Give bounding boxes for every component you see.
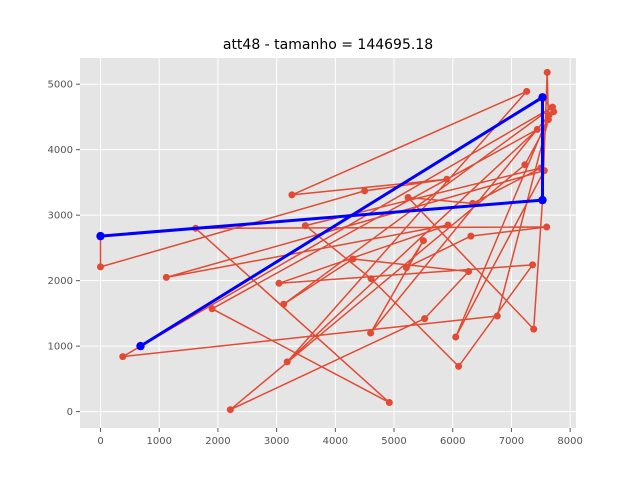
tour-series bbox=[97, 68, 558, 414]
city-point bbox=[419, 237, 427, 245]
city-point bbox=[523, 87, 531, 95]
city-point bbox=[301, 222, 309, 230]
x-tick-label: 5000 bbox=[381, 436, 406, 447]
y-tick-label: 2000 bbox=[48, 276, 73, 287]
x-tick-label: 8000 bbox=[557, 436, 582, 447]
city-point bbox=[97, 263, 104, 271]
highlight-point bbox=[538, 93, 547, 102]
city-point bbox=[493, 312, 501, 320]
y-tick-label: 5000 bbox=[48, 80, 73, 91]
x-tick-label: 1000 bbox=[147, 436, 172, 447]
city-point bbox=[226, 406, 234, 414]
x-tick-label: 0 bbox=[97, 436, 103, 447]
highlight-point bbox=[538, 195, 547, 205]
grid bbox=[80, 58, 576, 428]
city-point bbox=[349, 255, 357, 263]
x-tick-label: 7000 bbox=[499, 436, 524, 447]
x-tick-label: 3000 bbox=[264, 436, 289, 447]
city-point bbox=[402, 264, 410, 272]
series-layer bbox=[96, 68, 558, 414]
city-point bbox=[404, 194, 412, 201]
city-point bbox=[533, 125, 541, 133]
highlight-path-series bbox=[96, 93, 547, 351]
x-tick-label: 2000 bbox=[205, 436, 230, 447]
city-point bbox=[283, 358, 291, 366]
city-point bbox=[444, 221, 452, 229]
city-point bbox=[119, 353, 127, 361]
city-point bbox=[465, 268, 473, 275]
city-point bbox=[361, 187, 369, 195]
city-point bbox=[367, 329, 375, 337]
highlight-path-line bbox=[100, 95, 544, 348]
axis-ticks: 0 1000 2000 3000 4000 5000 6000 7000 8000 0 1000 20… bbox=[48, 80, 583, 447]
city-point bbox=[208, 305, 216, 313]
city-point bbox=[544, 116, 552, 124]
city-point bbox=[543, 68, 551, 76]
city-point bbox=[162, 273, 170, 281]
highlight-point bbox=[136, 341, 145, 351]
y-tick-label: 1000 bbox=[48, 342, 73, 353]
city-point bbox=[529, 261, 537, 269]
city-point bbox=[280, 300, 288, 308]
city-point bbox=[385, 399, 393, 406]
y-tick-label: 3000 bbox=[48, 211, 73, 222]
city-point bbox=[367, 275, 375, 283]
chart-title: att48 - tamanho = 144695.18 bbox=[223, 37, 433, 53]
x-tick-label: 6000 bbox=[440, 436, 465, 447]
city-point bbox=[452, 333, 460, 341]
y-tick-label: 4000 bbox=[48, 145, 73, 156]
city-point bbox=[288, 191, 296, 199]
city-point bbox=[467, 232, 475, 240]
city-point bbox=[521, 161, 529, 169]
city-point bbox=[443, 175, 451, 183]
y-tick-label: 0 bbox=[67, 407, 73, 418]
city-point bbox=[455, 362, 463, 370]
city-point bbox=[421, 315, 429, 323]
x-tick-label: 4000 bbox=[323, 436, 348, 447]
city-point bbox=[530, 325, 538, 333]
city-point bbox=[550, 108, 558, 116]
city-point bbox=[275, 279, 283, 287]
highlight-point bbox=[96, 231, 105, 241]
city-point bbox=[543, 223, 551, 231]
